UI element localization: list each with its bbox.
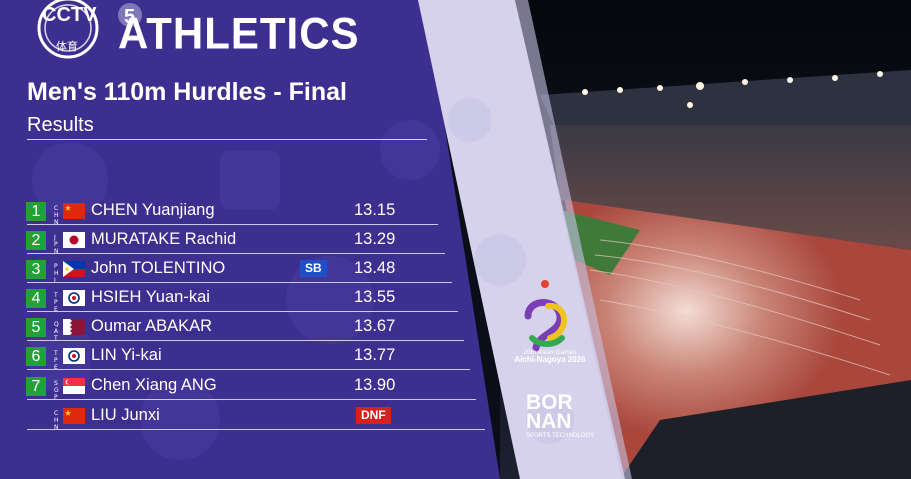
athlete-name: MURATAKE Rachid <box>91 230 237 248</box>
row-divider <box>27 399 476 400</box>
season-best-badge: SB <box>300 260 327 277</box>
bornan-logo: BOR NAN SPORTS TECHNOLOGY <box>526 391 594 439</box>
rank-badge: 6 <box>26 347 46 366</box>
singapore-flag-icon <box>63 378 85 394</box>
dnf-badge: DNF <box>356 407 391 424</box>
result-time: 13.77 <box>354 346 396 364</box>
row-divider <box>27 224 438 225</box>
athlete-name: CHEN Yuanjiang <box>91 201 215 219</box>
chinese-taipei-flag-icon <box>63 348 85 364</box>
athlete-name: LIU Junxi <box>91 406 160 424</box>
japan-flag-icon <box>63 232 85 248</box>
rank-badge: 2 <box>26 231 46 250</box>
row-divider <box>27 253 445 254</box>
cctv-logo: CCTV 5 体育 <box>37 0 142 59</box>
result-time: 13.67 <box>354 317 396 335</box>
row-divider <box>27 340 464 341</box>
athlete-name: HSIEH Yuan-kai <box>91 288 210 306</box>
bornan-line-1: BOR <box>526 391 573 414</box>
rank-badge: 7 <box>26 377 46 396</box>
result-time: 13.90 <box>354 376 396 394</box>
rank-badge: 1 <box>26 202 46 221</box>
athlete-name: Oumar ABAKAR <box>91 317 213 335</box>
result-time: 13.55 <box>354 288 396 306</box>
china-flag-icon <box>63 203 85 219</box>
channel-sub: 体育 <box>56 39 78 53</box>
bornan-tagline: SPORTS TECHNOLOGY <box>526 433 594 439</box>
bornan-line-2: NAN <box>526 410 572 433</box>
rank-badge: 4 <box>26 289 46 308</box>
asian-games-caption: 20th Asian Games Aichi-Nagoya 2026 <box>505 349 595 364</box>
qatar-flag-icon <box>63 319 85 335</box>
row-divider <box>27 369 470 370</box>
athlete-name: Chen Xiang ANG <box>91 376 217 394</box>
row-divider <box>27 282 452 283</box>
result-time: 13.29 <box>354 230 396 248</box>
rank-badge: 3 <box>26 260 46 279</box>
china-flag-icon <box>63 408 85 424</box>
header-divider <box>27 139 427 140</box>
rank-badge: 5 <box>26 318 46 337</box>
chinese-taipei-flag-icon <box>63 290 85 306</box>
channel-number: 5 <box>124 6 135 28</box>
asian-games-emblem <box>524 280 567 352</box>
athlete-name: LIN Yi-kai <box>91 346 162 364</box>
row-divider <box>27 429 485 430</box>
games-line-2: Aichi-Nagoya 2026 <box>514 355 586 364</box>
result-time: 13.48 <box>354 259 396 277</box>
row-divider <box>27 311 458 312</box>
result-time: 13.15 <box>354 201 396 219</box>
event-title: Men's 110m Hurdles - Final <box>27 78 347 106</box>
phase-label: Results <box>27 114 94 136</box>
cctv-text: CCTV <box>42 4 97 26</box>
sport-title: ATHLETICS <box>118 8 360 59</box>
games-line-1: 20th Asian Games <box>523 349 577 356</box>
philippines-flag-icon <box>63 261 85 277</box>
athlete-name: John TOLENTINO <box>91 259 226 277</box>
